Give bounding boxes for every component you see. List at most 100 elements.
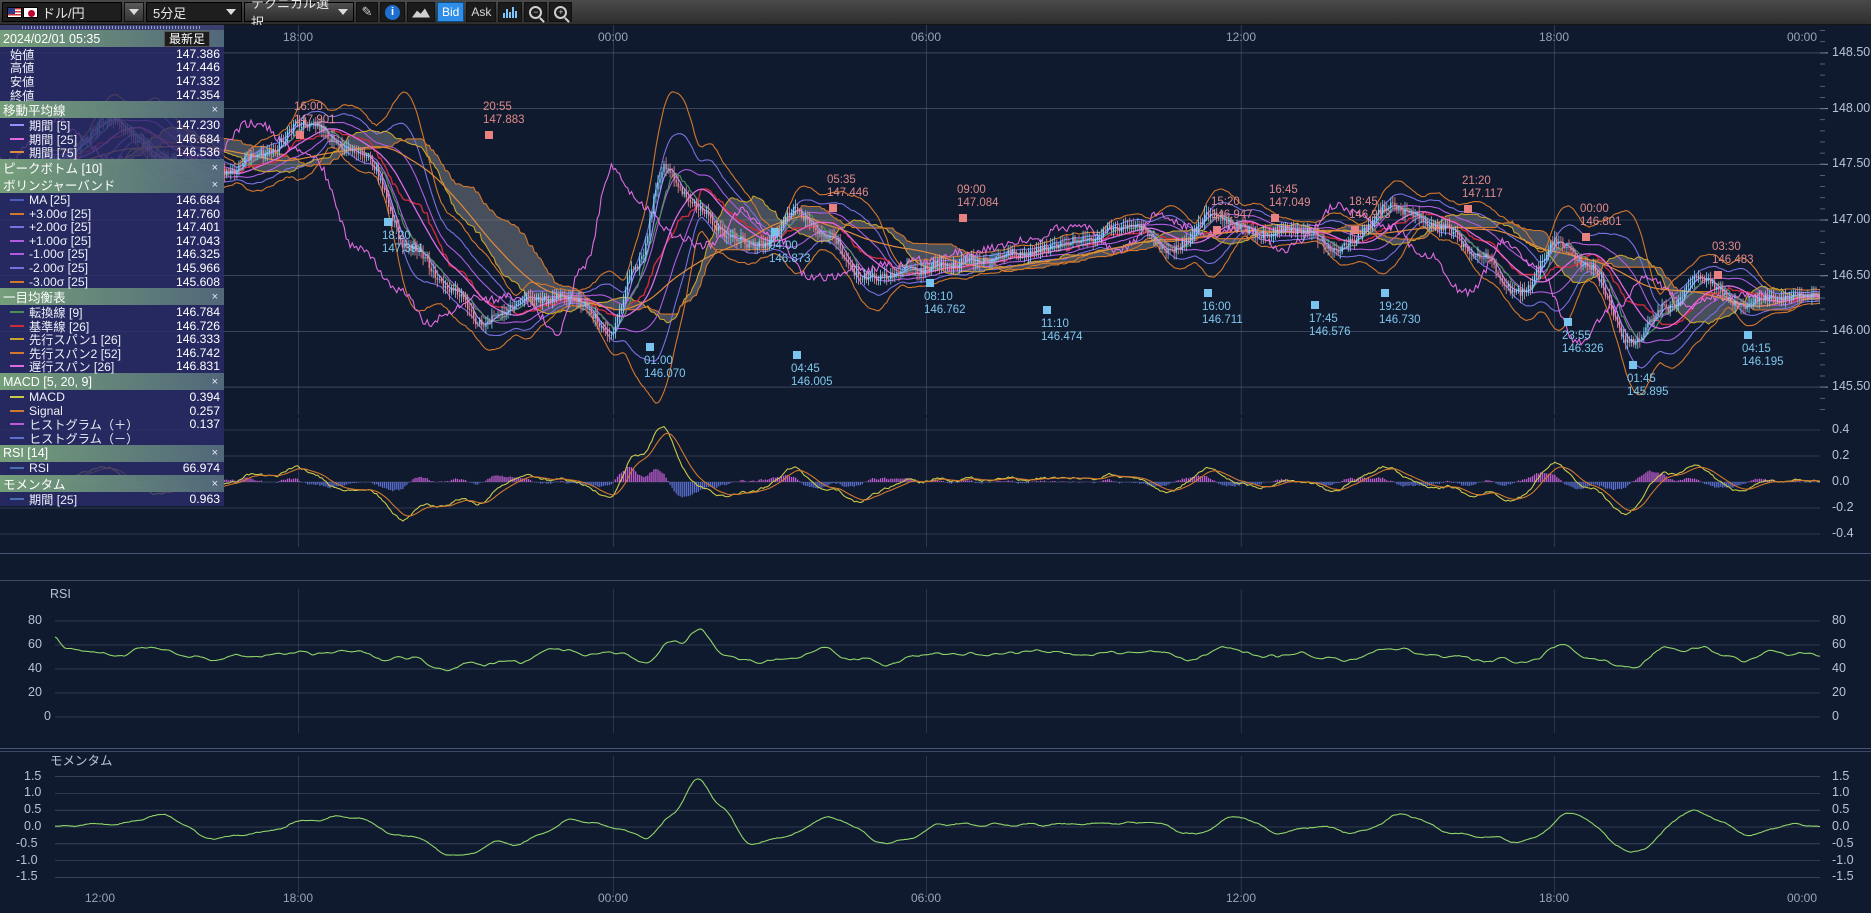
time-tick-bottom: 00:00 [597,891,629,905]
info-button[interactable]: i [380,2,405,22]
series-color-swatch [10,311,24,314]
indicator-value: 147.230 [175,118,220,133]
rsi-axis-label-right: 0 [1832,709,1839,723]
indicator-section-title: ピークボトム [10] [3,162,103,177]
annotation-time: 08:10 [924,291,953,303]
annotation-price: 147.117 [1462,187,1503,200]
indicator-label: -2.00σ [25] [10,261,88,275]
momentum-pane[interactable]: モメンタム 1.5 1.5 1.0 1.0 0.5 0.5 0.0 0.0 -0.5 -0.5 -1… [0,751,1871,913]
price-axis-label: 146.00 [1832,323,1871,338]
symbol-dropdown-button[interactable] [124,2,144,22]
annotation-price: 147.901 [294,113,336,126]
annotation-price: 146.195 [1742,355,1784,368]
macd-axis-label: -0.2 [1832,500,1854,514]
series-color-swatch [10,498,24,501]
close-icon[interactable]: × [211,103,218,116]
indicator-row: -3.00σ [25] 145.608 [0,275,224,289]
peak-bottom-marker [485,131,493,139]
ask-label: Ask [471,5,492,19]
series-color-swatch [10,198,24,201]
time-tick-bottom: 12:00 [1225,891,1257,905]
indicator-value: 146.325 [175,247,220,262]
indicator-label: 期間 [5] [10,116,70,134]
annotation-time: 18:20 [382,230,411,242]
indicator-section-header[interactable]: RSI [14] × [0,444,224,462]
peak-bottom-marker [1564,318,1572,326]
momentum-axis-label-right: 1.0 [1832,785,1850,800]
peak-bottom-marker [1213,226,1221,234]
price-plot [0,25,1828,547]
indicator-value: 66.974 [182,461,220,476]
series-color-swatch [10,436,24,439]
area-chart-button[interactable] [407,2,435,22]
annotation-time: 16:45 [1269,184,1298,196]
pane-divider[interactable] [0,553,1871,554]
indicator-section-header[interactable]: ピークボトム [10] × [0,159,224,177]
momentum-axis-label-left: 1.5 [24,768,42,783]
indicator-section-header[interactable]: MACD [5, 20, 9] × [0,373,224,391]
bar-chart-button[interactable] [498,2,523,22]
close-icon[interactable]: × [211,477,218,490]
time-tick-bottom: 06:00 [910,891,942,905]
momentum-pane-title: モメンタム [50,754,113,768]
zoom-out-button[interactable]: − [524,2,548,22]
timeframe-select[interactable]: 5分足 [146,2,242,22]
annotation-price: 146.913 [1349,208,1391,221]
zoom-out-icon: − [529,5,543,19]
indicator-section-header[interactable]: ボリンジャーバンド × [0,176,224,194]
technical-select-button[interactable]: テクニカル選択 [244,0,354,30]
indicator-value: 146.726 [175,318,220,333]
rsi-pane[interactable]: RSI 80 80 60 60 40 40 20 20 0 0 [0,580,1871,750]
indicator-label: RSI [10,461,49,475]
chart-area[interactable]: 148.50 148.00 147.50 147.00 146.50 146.00 145.… [0,25,1871,913]
pane-divider[interactable] [0,748,1871,749]
bid-label: Bid [442,5,460,19]
annotation-time: 21:20 [1462,175,1491,187]
annotation-time: 20:55 [483,101,512,113]
annotation-price: 146.005 [791,375,833,388]
close-icon[interactable]: × [211,290,218,303]
indicator-info-panel[interactable]: 2024/02/01 05:35 最新足 始値 147.386 高値 147.446 安値 1… [0,25,224,507]
timeframe-label: 5分足 [153,5,187,21]
draw-tool-button[interactable]: ✎ [356,2,378,22]
annotation-time: 09:00 [957,184,986,196]
close-icon[interactable]: × [211,161,218,174]
zoom-in-button[interactable]: + [549,2,573,22]
peak-bottom-marker [1714,271,1722,279]
rsi-axis-label-right: 20 [1832,685,1846,699]
close-icon[interactable]: × [211,447,218,460]
price-axis-label: 148.00 [1832,100,1871,115]
symbol-selector[interactable]: ドル/円 [2,2,122,22]
indicator-value: 147.760 [175,206,220,221]
peak-bottom-annotation: 20:55 147.883 [483,101,525,126]
series-color-swatch [10,239,24,242]
annotation-time: 16:00 [1202,301,1231,313]
indicator-value: 0.394 [189,390,221,405]
ask-button[interactable]: Ask [466,2,497,22]
latest-bar-button[interactable]: 最新足 [163,30,210,47]
price-pane[interactable]: 148.50 148.00 147.50 147.00 146.50 146.00 145.… [0,25,1871,550]
peak-bottom-annotation: 04:15 146.195 [1742,343,1784,368]
peak-bottom-marker [926,279,934,287]
momentum-axis-label-right: 0.0 [1832,819,1850,833]
close-icon[interactable]: × [211,178,218,191]
annotation-price: 146.873 [769,252,811,265]
annotation-time: 05:35 [827,174,856,186]
indicator-section-title: ボリンジャーバンド [3,179,116,194]
indicator-section-header[interactable]: モメンタム × [0,475,224,493]
peak-bottom-annotation: 15:20 146.947 [1211,196,1253,221]
close-icon[interactable]: × [211,375,218,388]
panel-drag-handle[interactable] [0,25,224,30]
indicator-label: MACD [10,390,65,404]
indicator-row: RSI 66.974 [0,461,224,476]
bar-chart-icon [503,6,518,18]
macd-axis-label: 0.2 [1832,448,1850,462]
indicator-section-header[interactable]: 一目均衡表 × [0,288,224,306]
toolbar: ドル/円 5分足 テクニカル選択 ✎ i Bid Ask [0,0,1871,30]
momentum-axis-label-left: 0.0 [24,819,42,833]
bid-button[interactable]: Bid [437,2,465,22]
indicator-section-header[interactable]: 移動平均線 × [0,101,224,119]
annotation-price: 147.391 [382,242,424,255]
indicator-row: 期間 [25] 146.684 [0,132,224,147]
indicator-value: 145.608 [175,274,220,289]
